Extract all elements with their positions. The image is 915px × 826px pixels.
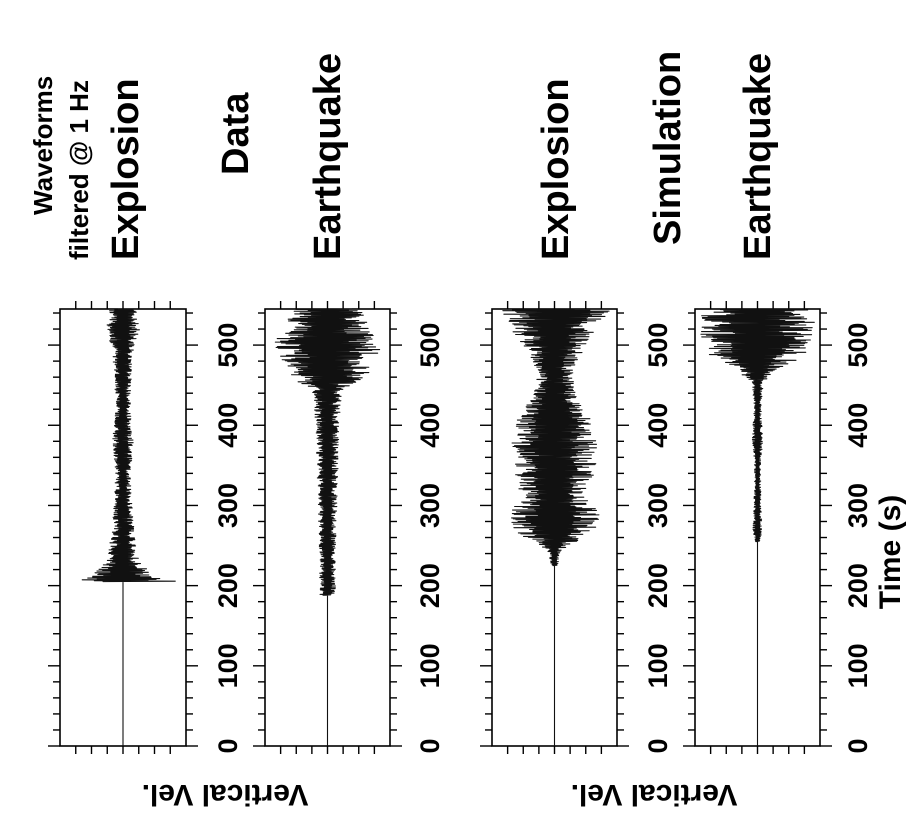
waveform-trace — [81, 308, 176, 746]
x-tick-label: 100 — [843, 643, 873, 688]
x-tick-label: 400 — [843, 403, 873, 448]
x-tick-label: 300 — [643, 483, 673, 528]
panel-3: 0 100 200 300 400 500 Explosion — [480, 78, 673, 754]
panel-4: 0 100 200 300 400 500 Earthquake — [683, 53, 873, 754]
x-tick-label: 500 — [843, 323, 873, 368]
annotation-line-1: Waveforms — [28, 76, 58, 215]
x-tick-label: 100 — [643, 643, 673, 688]
group-label-simulation: Simulation — [647, 51, 689, 245]
x-tick-label: 300 — [213, 483, 243, 528]
x-tick-label: 300 — [843, 483, 873, 528]
waveform-trace — [274, 308, 381, 746]
group-label-data: Data — [215, 92, 257, 175]
waveform-trace — [502, 308, 610, 746]
panel-label: Earthquake — [737, 53, 779, 260]
y-axis-label-data: Vertical Vel. — [142, 778, 309, 811]
panel-label: Explosion — [535, 78, 577, 260]
x-tick-label: 200 — [643, 563, 673, 608]
x-tick-label: 500 — [213, 323, 243, 368]
x-tick-label: 0 — [843, 738, 873, 753]
panels-layer: 0 100 200 300 400 500 Explosion 0 100 200 300 400 50… — [48, 53, 873, 754]
x-tick-label: 500 — [643, 323, 673, 368]
panel-1: 0 100 200 300 400 500 Explosion — [48, 78, 243, 754]
y-axis-label-simulation: Vertical Vel. — [571, 778, 738, 811]
x-tick-label: 200 — [843, 563, 873, 608]
x-tick-label: 200 — [213, 563, 243, 608]
x-tick-label: 100 — [415, 643, 445, 688]
x-tick-label: 400 — [643, 403, 673, 448]
waveform-trace — [700, 308, 815, 746]
panel-label: Earthquake — [307, 53, 349, 260]
x-axis-label: Time (s) — [874, 495, 907, 609]
x-tick-label: 500 — [415, 323, 445, 368]
x-tick-label: 300 — [415, 483, 445, 528]
panel-2: 0 100 200 300 400 500 Earthquake — [253, 53, 445, 754]
x-tick-label: 0 — [415, 738, 445, 753]
x-tick-label: 200 — [415, 563, 445, 608]
x-tick-label: 400 — [213, 403, 243, 448]
x-tick-label: 0 — [213, 738, 243, 753]
annotation-line-2: filtered @ 1 Hz — [64, 80, 94, 260]
x-tick-label: 400 — [415, 403, 445, 448]
x-tick-label: 0 — [643, 738, 673, 753]
x-tick-label: 100 — [213, 643, 243, 688]
panel-label: Explosion — [105, 78, 147, 260]
